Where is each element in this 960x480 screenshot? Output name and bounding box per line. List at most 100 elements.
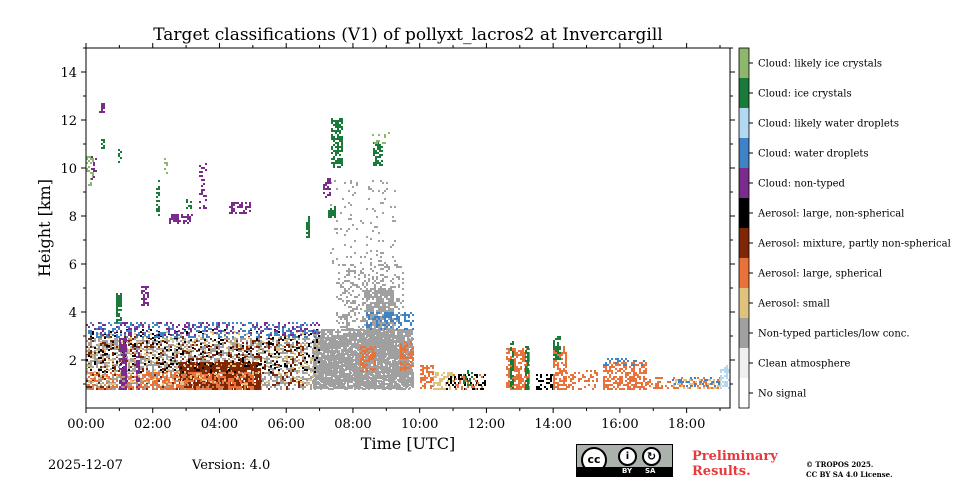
heatmap-cell bbox=[390, 346, 392, 348]
heatmap-cell bbox=[232, 370, 234, 372]
heatmap-cell bbox=[313, 357, 315, 359]
heatmap-cell bbox=[257, 382, 259, 384]
heatmap-cell bbox=[100, 360, 102, 362]
heatmap-cell bbox=[335, 349, 337, 351]
heatmap-cell bbox=[394, 304, 396, 306]
heatmap-cell bbox=[374, 338, 376, 340]
heatmap-cell bbox=[396, 266, 398, 268]
heatmap-cell bbox=[106, 342, 108, 344]
heatmap-cell bbox=[292, 358, 294, 360]
heatmap-cell bbox=[355, 387, 357, 389]
heatmap-cell bbox=[321, 379, 323, 381]
heatmap-cell bbox=[407, 383, 409, 385]
heatmap-cell bbox=[112, 370, 114, 372]
heatmap-cell bbox=[402, 272, 404, 274]
heatmap-cell bbox=[380, 326, 382, 328]
heatmap-cell bbox=[389, 377, 391, 379]
heatmap-cell bbox=[374, 226, 376, 228]
heatmap-cell bbox=[411, 345, 413, 347]
heatmap-cell bbox=[288, 388, 290, 390]
heatmap-cell bbox=[354, 320, 356, 322]
heatmap-cell bbox=[148, 364, 150, 366]
heatmap-cell bbox=[341, 363, 343, 365]
heatmap-cell bbox=[349, 373, 351, 375]
heatmap-cell bbox=[396, 300, 398, 302]
heatmap-cell bbox=[384, 326, 386, 328]
heatmap-cell bbox=[341, 345, 343, 347]
heatmap-cell bbox=[401, 381, 403, 383]
heatmap-cell bbox=[385, 371, 387, 373]
heatmap-cell bbox=[288, 342, 290, 344]
heatmap-cell bbox=[395, 367, 397, 369]
heatmap-cell bbox=[329, 365, 331, 367]
heatmap-cell bbox=[388, 294, 390, 296]
heatmap-cell bbox=[112, 378, 114, 380]
heatmap-cell bbox=[346, 322, 348, 324]
heatmap-cell bbox=[349, 375, 351, 377]
heatmap-cell bbox=[168, 344, 170, 346]
heatmap-cell bbox=[140, 382, 142, 384]
heatmap-cell bbox=[325, 349, 327, 351]
heatmap-cell bbox=[372, 342, 374, 344]
heatmap-cell bbox=[348, 190, 350, 192]
heatmap-cell bbox=[348, 322, 350, 324]
heatmap-cell bbox=[385, 361, 387, 363]
heatmap-cell bbox=[392, 244, 394, 246]
heatmap-cell bbox=[398, 300, 400, 302]
heatmap-cell bbox=[390, 288, 392, 290]
heatmap-cell bbox=[331, 377, 333, 379]
heatmap-cell bbox=[380, 312, 382, 314]
heatmap-cell bbox=[345, 339, 347, 341]
heatmap-cell bbox=[363, 375, 365, 377]
heatmap-cell bbox=[362, 304, 364, 306]
heatmap-cell bbox=[397, 383, 399, 385]
heatmap-cell bbox=[216, 344, 218, 346]
heatmap-cell bbox=[349, 349, 351, 351]
heatmap-cell bbox=[356, 306, 358, 308]
heatmap-cell bbox=[401, 371, 403, 373]
heatmap-cell bbox=[329, 333, 331, 335]
heatmap-cell bbox=[223, 374, 225, 376]
heatmap-cell bbox=[292, 376, 294, 378]
heatmap-cell bbox=[390, 206, 392, 208]
heatmap-cell bbox=[256, 386, 258, 388]
heatmap-cell bbox=[319, 379, 321, 381]
heatmap-cell bbox=[355, 347, 357, 349]
heatmap-cell bbox=[372, 180, 374, 182]
heatmap-cell bbox=[185, 368, 187, 370]
heatmap-cell bbox=[387, 351, 389, 353]
heatmap-cell bbox=[364, 320, 366, 322]
heatmap-cell bbox=[394, 220, 396, 222]
heatmap-cell bbox=[274, 380, 276, 382]
heatmap-cell bbox=[260, 340, 262, 342]
heatmap-cell bbox=[386, 340, 388, 342]
heatmap-cell bbox=[204, 352, 206, 354]
heatmap-cell bbox=[345, 351, 347, 353]
heatmap-cell bbox=[302, 338, 304, 340]
heatmap-cell bbox=[383, 379, 385, 381]
heatmap-cell bbox=[340, 286, 342, 288]
heatmap-cell bbox=[346, 320, 348, 322]
heatmap-cell bbox=[397, 341, 399, 343]
heatmap-cell bbox=[248, 356, 250, 358]
heatmap-cell bbox=[292, 356, 294, 358]
heatmap-cell bbox=[354, 284, 356, 286]
heatmap-cell bbox=[329, 385, 331, 387]
heatmap-cell bbox=[132, 360, 134, 362]
heatmap-cell bbox=[343, 341, 345, 343]
heatmap-cell bbox=[405, 381, 407, 383]
heatmap-cell bbox=[195, 382, 197, 384]
heatmap-cell bbox=[88, 352, 90, 354]
heatmap-cell bbox=[317, 337, 319, 339]
heatmap-cell bbox=[405, 373, 407, 375]
heatmap-cell bbox=[286, 344, 288, 346]
heatmap-cell bbox=[327, 347, 329, 349]
heatmap-cell bbox=[366, 344, 368, 346]
heatmap-cell bbox=[339, 357, 341, 359]
heatmap-cell bbox=[344, 326, 346, 328]
heatmap-cell bbox=[340, 284, 342, 286]
heatmap-cell bbox=[242, 386, 244, 388]
heatmap-cell bbox=[351, 369, 353, 371]
heatmap-cell bbox=[134, 382, 136, 384]
heatmap-cell bbox=[321, 357, 323, 359]
